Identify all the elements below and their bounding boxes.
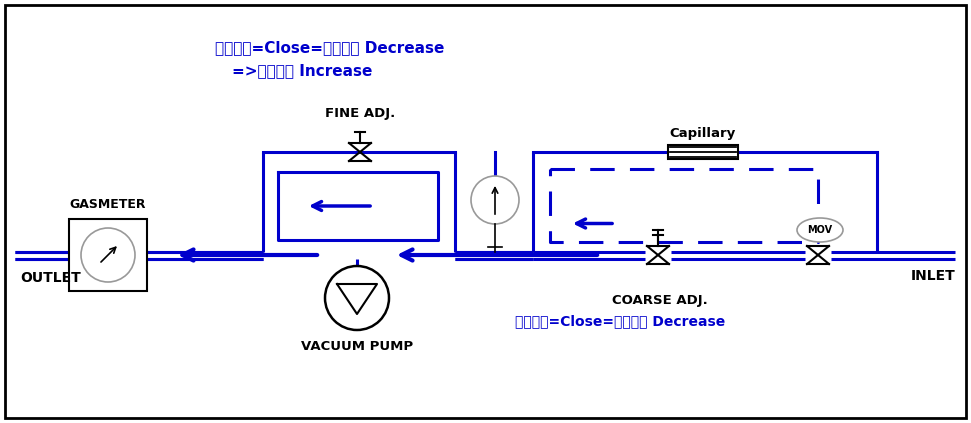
Circle shape xyxy=(81,228,135,282)
Text: MOV: MOV xyxy=(808,225,832,235)
Text: 시계방향=Close=순환유량 Decrease: 시계방향=Close=순환유량 Decrease xyxy=(216,40,445,55)
Bar xyxy=(668,145,738,159)
Text: =>흡입유량 Increase: =>흡입유량 Increase xyxy=(232,63,372,78)
Text: GASMETER: GASMETER xyxy=(70,198,147,211)
Text: COARSE ADJ.: COARSE ADJ. xyxy=(612,294,708,307)
Circle shape xyxy=(471,176,519,224)
Text: OUTLET: OUTLET xyxy=(20,271,81,285)
Ellipse shape xyxy=(797,218,843,242)
Text: FINE ADJ.: FINE ADJ. xyxy=(325,107,395,120)
Text: VACUUM PUMP: VACUUM PUMP xyxy=(301,340,413,353)
Text: INLET: INLET xyxy=(910,269,955,283)
Bar xyxy=(69,219,147,291)
Text: Capillary: Capillary xyxy=(670,127,736,140)
Circle shape xyxy=(325,266,389,330)
Text: 시계방향=Close=흡입유량 Decrease: 시계방향=Close=흡입유량 Decrease xyxy=(515,314,725,328)
